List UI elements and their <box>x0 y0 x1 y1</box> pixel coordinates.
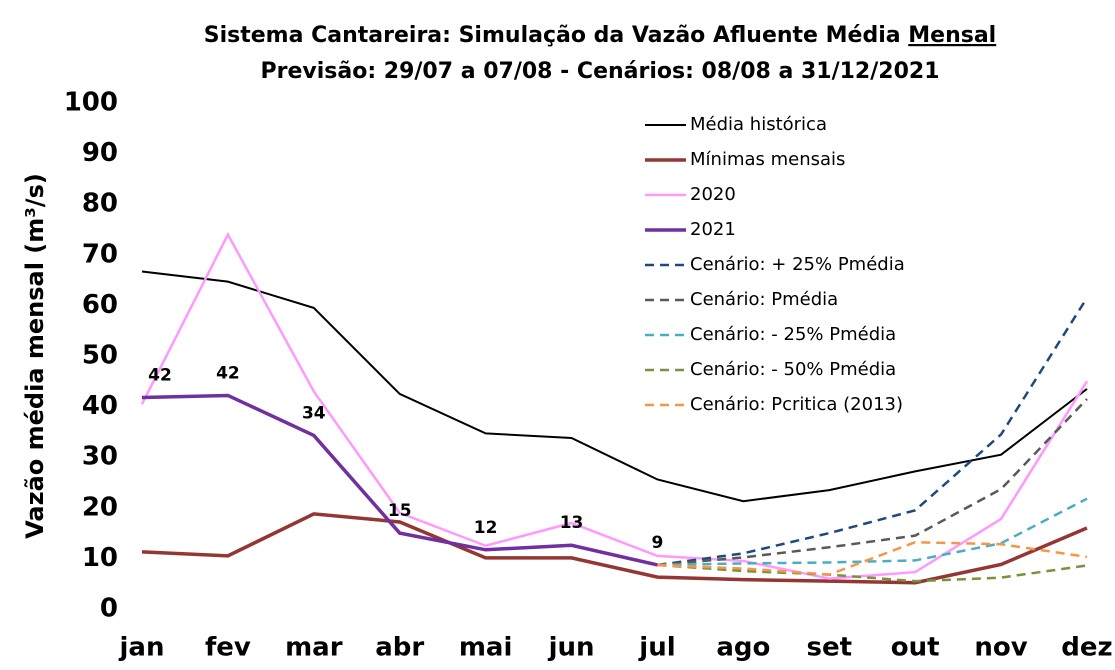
chart-title-line: Sistema Cantareira: Simulação da Vazão A… <box>204 23 996 48</box>
chart-title-underlined: Mensal <box>908 23 996 48</box>
data-label: 42 <box>148 365 172 385</box>
y-tick-label: 10 <box>82 543 118 573</box>
chart-subtitle: Previsão: 29/07 a 07/08 - Cenários: 08/0… <box>260 59 939 84</box>
legend-label: Média histórica <box>690 114 827 135</box>
y-tick-label: 50 <box>82 341 118 371</box>
legend-label: Cenário: + 25% Pmédia <box>690 254 905 275</box>
y-tick-label: 40 <box>82 391 118 421</box>
series-line <box>140 231 1089 580</box>
y-tick-label: 60 <box>82 290 118 320</box>
y-tick-label: 20 <box>82 492 118 522</box>
x-tick-label: mai <box>459 633 513 663</box>
y-tick-label: 70 <box>82 239 118 269</box>
x-tick-label: out <box>891 633 940 663</box>
data-label: 13 <box>560 513 584 533</box>
x-tick-label: fev <box>205 633 251 663</box>
x-tick-label: jul <box>638 633 675 663</box>
data-label: 12 <box>474 518 498 538</box>
y-axis-label: Vazão média mensal (m³/s) <box>21 173 49 539</box>
series-line <box>657 297 1089 567</box>
legend-label: Cenário: - 25% Pmédia <box>690 324 896 345</box>
series-line <box>657 497 1088 567</box>
legend-label: 2021 <box>690 219 736 240</box>
legend-label: Cenário: Pmédia <box>690 289 838 310</box>
x-tick-label: abr <box>375 633 424 663</box>
x-tick-label: mar <box>285 633 343 663</box>
series-line <box>657 398 1088 567</box>
x-tick-label: nov <box>974 633 1027 663</box>
data-label: 34 <box>302 403 326 423</box>
y-tick-label: 0 <box>100 594 118 624</box>
series-line <box>141 270 1088 503</box>
x-tick-label: jun <box>548 633 595 663</box>
legend-label: Mínimas mensais <box>690 149 845 170</box>
legend-label: Cenário: Pcritica (2013) <box>690 394 903 415</box>
series-line <box>141 512 1088 585</box>
x-tick-label: ago <box>716 633 770 663</box>
data-label: 15 <box>388 501 412 521</box>
x-tick-label: set <box>806 633 852 663</box>
data-label: 9 <box>652 533 664 553</box>
series-line <box>657 563 1088 583</box>
chart-title: Sistema Cantareira: Simulação da Vazão A… <box>204 23 901 48</box>
legend-label: Cenário: - 50% Pmédia <box>690 359 896 380</box>
y-tick-label: 30 <box>82 442 118 472</box>
data-label: 42 <box>216 363 240 383</box>
legend-label: 2020 <box>690 184 736 205</box>
x-tick-label: dez <box>1061 633 1112 663</box>
y-tick-label: 80 <box>82 189 118 219</box>
series-line <box>141 393 658 567</box>
y-tick-label: 100 <box>64 88 118 118</box>
series-line <box>657 540 1088 576</box>
y-tick-label: 90 <box>82 138 118 168</box>
x-tick-label: jan <box>119 633 165 663</box>
